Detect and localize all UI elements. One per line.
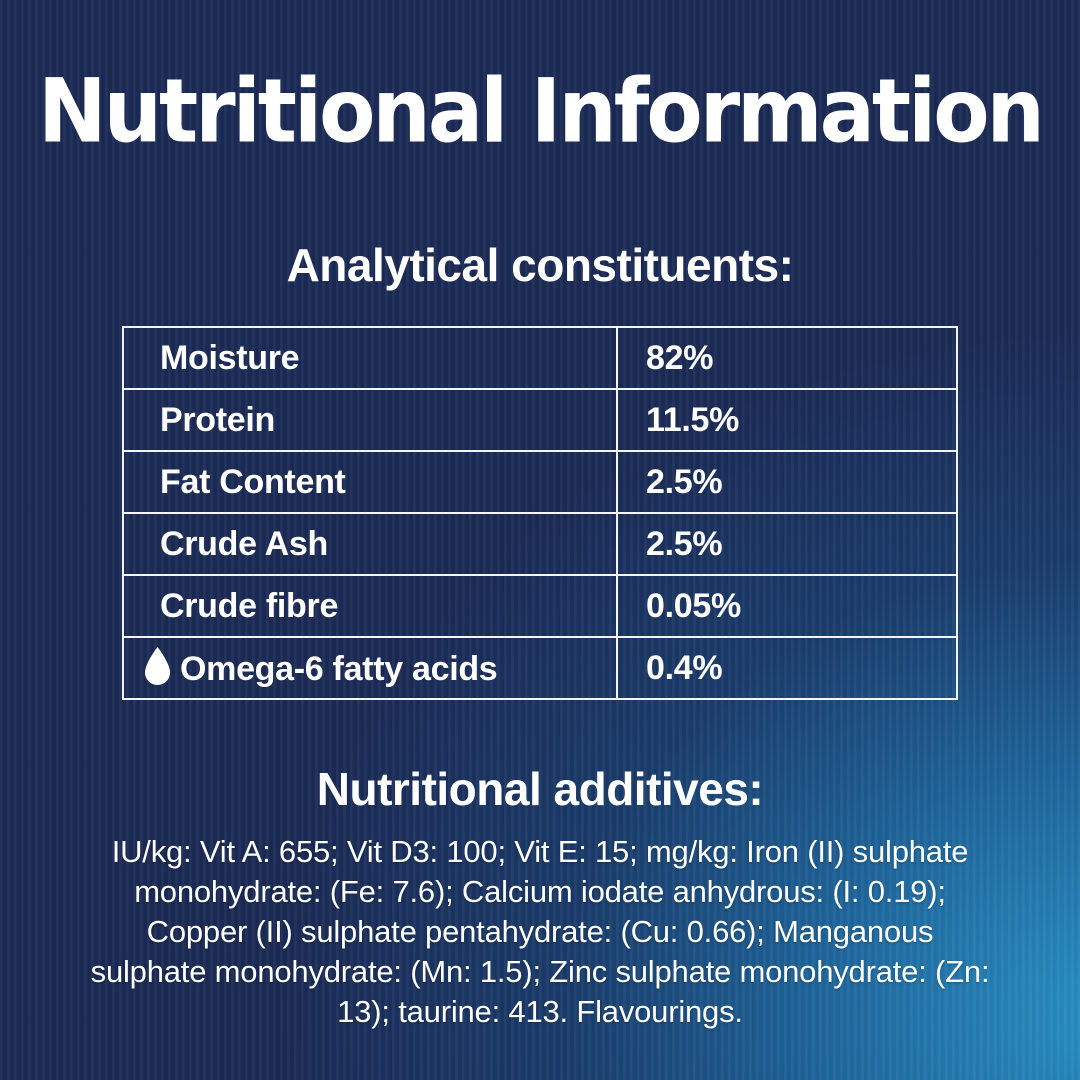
nutritional-additives-text: IU/kg: Vit A: 655; Vit D3: 100; Vit E: 1… [90, 834, 990, 1030]
table-row: Protein 11.5% [122, 388, 958, 453]
nutrition-panel: Nutritional Information Analytical const… [38, 60, 1045, 1030]
row-label-moisture: Moisture [122, 326, 618, 391]
row-value-protein: 11.5% [616, 388, 958, 453]
row-value-crude-fibre: 0.05% [616, 574, 958, 639]
table-row: Crude Ash 2.5% [122, 512, 958, 577]
droplet-icon [145, 647, 170, 686]
table-row: Crude fibre 0.05% [122, 574, 958, 639]
row-label-omega6-text: Omega-6 fatty acids [180, 650, 498, 689]
row-value-fat-content: 2.5% [616, 450, 958, 515]
table-row: Moisture 82% [122, 326, 958, 391]
row-label-protein: Protein [122, 388, 618, 453]
table-row: Fat Content 2.5% [122, 450, 958, 515]
nutritional-additives-heading: Nutritional additives: [316, 763, 764, 816]
row-label-crude-ash: Crude Ash [122, 512, 618, 577]
row-label-crude-fibre: Crude fibre [122, 574, 618, 639]
analytical-constituents-heading: Analytical constituents: [286, 239, 794, 292]
row-label-fat-content: Fat Content [122, 450, 618, 515]
row-label-omega6: Omega-6 fatty acids [122, 636, 618, 701]
row-value-omega6: 0.4% [616, 636, 958, 701]
row-value-moisture: 82% [616, 326, 958, 391]
row-value-crude-ash: 2.5% [616, 512, 958, 577]
table-row: Omega-6 fatty acids 0.4% [122, 636, 958, 701]
analytical-constituents-table: Moisture 82% Protein 11.5% Fat Content 2… [122, 326, 958, 701]
page-title: Nutritional Information [38, 60, 1045, 164]
